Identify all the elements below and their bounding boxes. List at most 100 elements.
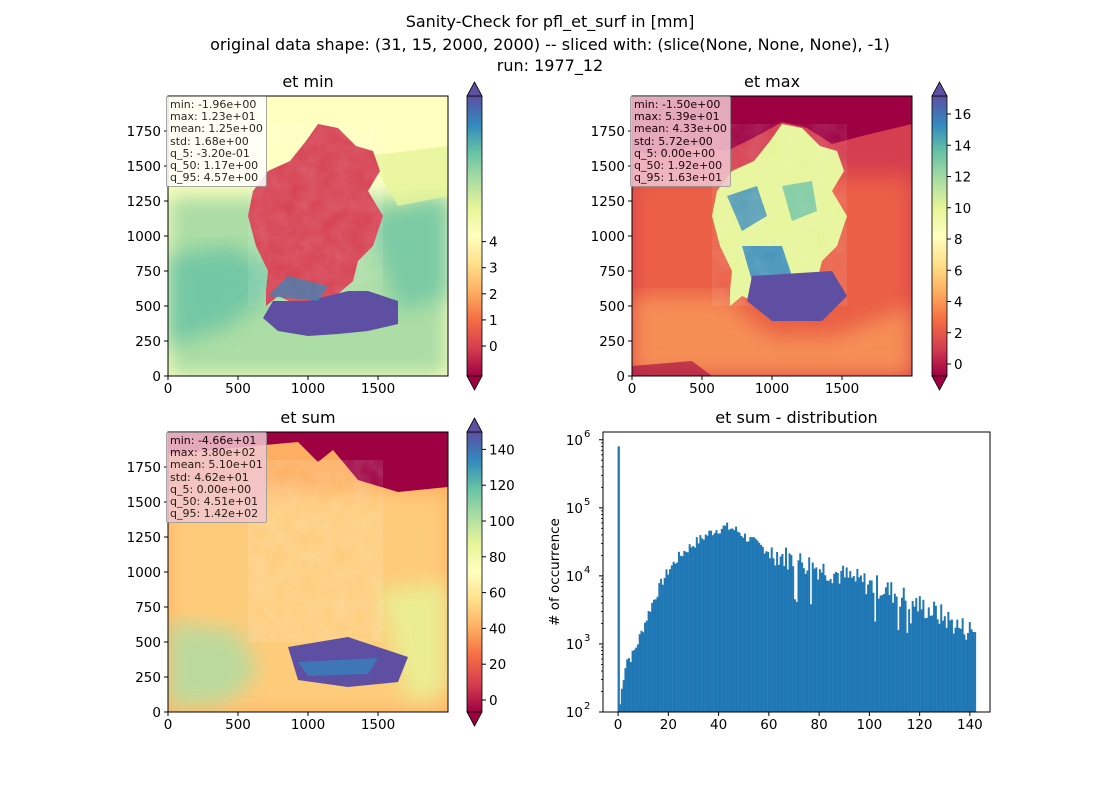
histogram-bar (842, 565, 845, 712)
histogram-bar (633, 649, 636, 712)
y-tick-exponent: 5 (584, 497, 590, 508)
histogram-bar (658, 583, 661, 712)
histogram-bar (619, 704, 622, 712)
histogram-bar (813, 568, 816, 712)
histogram-bar (961, 618, 964, 712)
histogram-bar (863, 573, 866, 712)
histogram-bar (840, 571, 843, 712)
colorbar (931, 95, 948, 377)
histogram-bar (908, 609, 911, 712)
histogram-bar (742, 537, 745, 712)
histogram-bar (967, 632, 969, 712)
stats-line: q_50: 1.17e+00 (170, 159, 259, 173)
stats-line: min: -1.96e+00 (170, 98, 257, 111)
y-tick-label: 10 (566, 705, 583, 721)
histogram-axes-frame (602, 431, 991, 713)
stats-line: q_5: 0.00e+00 (170, 482, 252, 496)
stats-line: std: 4.62e+01 (170, 470, 249, 484)
histogram-bar (674, 563, 677, 712)
histogram-bar (772, 558, 775, 712)
histogram-bar (929, 615, 932, 712)
histogram-bar (710, 530, 713, 712)
histogram-bar (768, 558, 771, 712)
y-tick-label: 1250 (127, 530, 161, 546)
histogram-bar (933, 601, 936, 712)
histogram-bar (881, 594, 884, 712)
histogram-bar (735, 526, 738, 712)
histogram-bar (718, 533, 721, 712)
stats-line: max: 3.80e+02 (170, 446, 256, 460)
figure-title-line-1: Sanity-Check for pfl_et_surf in [mm] (405, 12, 695, 31)
histogram-bar (656, 596, 659, 712)
histogram-bar (858, 577, 861, 712)
histogram-bar (640, 630, 643, 712)
colorbar-tick-label: 60 (489, 586, 506, 602)
histogram-bar (879, 595, 882, 712)
histogram-zero-spike (617, 446, 620, 712)
histogram-bar (958, 628, 961, 712)
colorbar (466, 431, 483, 713)
histogram-bar (672, 561, 675, 712)
colorbar-tick-label: 14 (954, 138, 971, 154)
histogram-bar (897, 630, 900, 712)
x-tick-label: 80 (811, 717, 828, 733)
histogram-bar (695, 537, 698, 712)
stats-line: min: -4.66e+01 (170, 434, 257, 447)
stats-line: q_95: 4.57e+00 (170, 171, 259, 185)
histogram-bar (785, 547, 787, 712)
histogram-bar (949, 620, 952, 712)
histogram-bar (888, 595, 891, 712)
histogram-bar (859, 575, 862, 712)
histogram-bar (756, 540, 759, 712)
y-tick-exponent: 6 (584, 429, 590, 440)
histogram-bar (777, 564, 780, 712)
histogram-bar (831, 583, 834, 712)
histogram-bar (856, 568, 859, 712)
histogram-bar (686, 552, 689, 712)
histogram-bar (899, 606, 902, 712)
stats-line: max: 1.23e+01 (170, 110, 256, 124)
histogram-bar (649, 611, 652, 712)
y-tick-label: 1500 (127, 495, 161, 511)
histogram-bar (774, 565, 777, 712)
histogram-bar (770, 547, 773, 712)
histogram-bar (676, 562, 679, 712)
figure-title-line-2: original data shape: (31, 15, 2000, 2000… (210, 35, 890, 54)
histogram-bar (806, 570, 809, 712)
stats-line: q_50: 1.92e+00 (634, 159, 723, 173)
y-tick-label: 250 (599, 334, 625, 350)
stats-line: q_50: 4.51e+01 (170, 495, 259, 509)
histogram-bar (942, 620, 945, 712)
histogram-bar (884, 587, 887, 712)
histogram-bar (922, 599, 925, 712)
y-tick-label: 1750 (127, 460, 161, 476)
histogram-bar (706, 535, 709, 712)
histogram-bar (956, 619, 959, 712)
colorbar-tick-label: 120 (489, 478, 515, 494)
x-tick-label: 60 (760, 717, 777, 733)
histogram-bar (943, 616, 946, 712)
histogram-bar (836, 572, 839, 712)
x-tick-label: 1500 (825, 381, 859, 397)
histogram-bar (683, 550, 686, 712)
colorbar (466, 95, 483, 377)
stats-line: q_95: 1.42e+02 (170, 507, 259, 521)
histogram-bar (781, 554, 784, 712)
histogram-bar (761, 546, 764, 712)
histogram-bar (713, 533, 716, 712)
y-tick-label: 500 (135, 299, 161, 315)
histogram-bar (868, 580, 871, 712)
histogram-bar (924, 618, 927, 712)
histogram-bar (893, 593, 896, 712)
histogram-bar (727, 529, 730, 712)
figure-title-line-3: run: 1977_12 (496, 56, 604, 75)
histogram-bar (895, 596, 898, 712)
x-tick-label: 140 (957, 717, 983, 733)
histogram-bar (622, 680, 625, 712)
histogram-bar (815, 567, 818, 712)
y-tick-label: 750 (135, 264, 161, 280)
histogram-bar (801, 562, 804, 712)
x-tick-label: 40 (710, 717, 727, 733)
colorbar-extend-bottom (466, 711, 483, 727)
